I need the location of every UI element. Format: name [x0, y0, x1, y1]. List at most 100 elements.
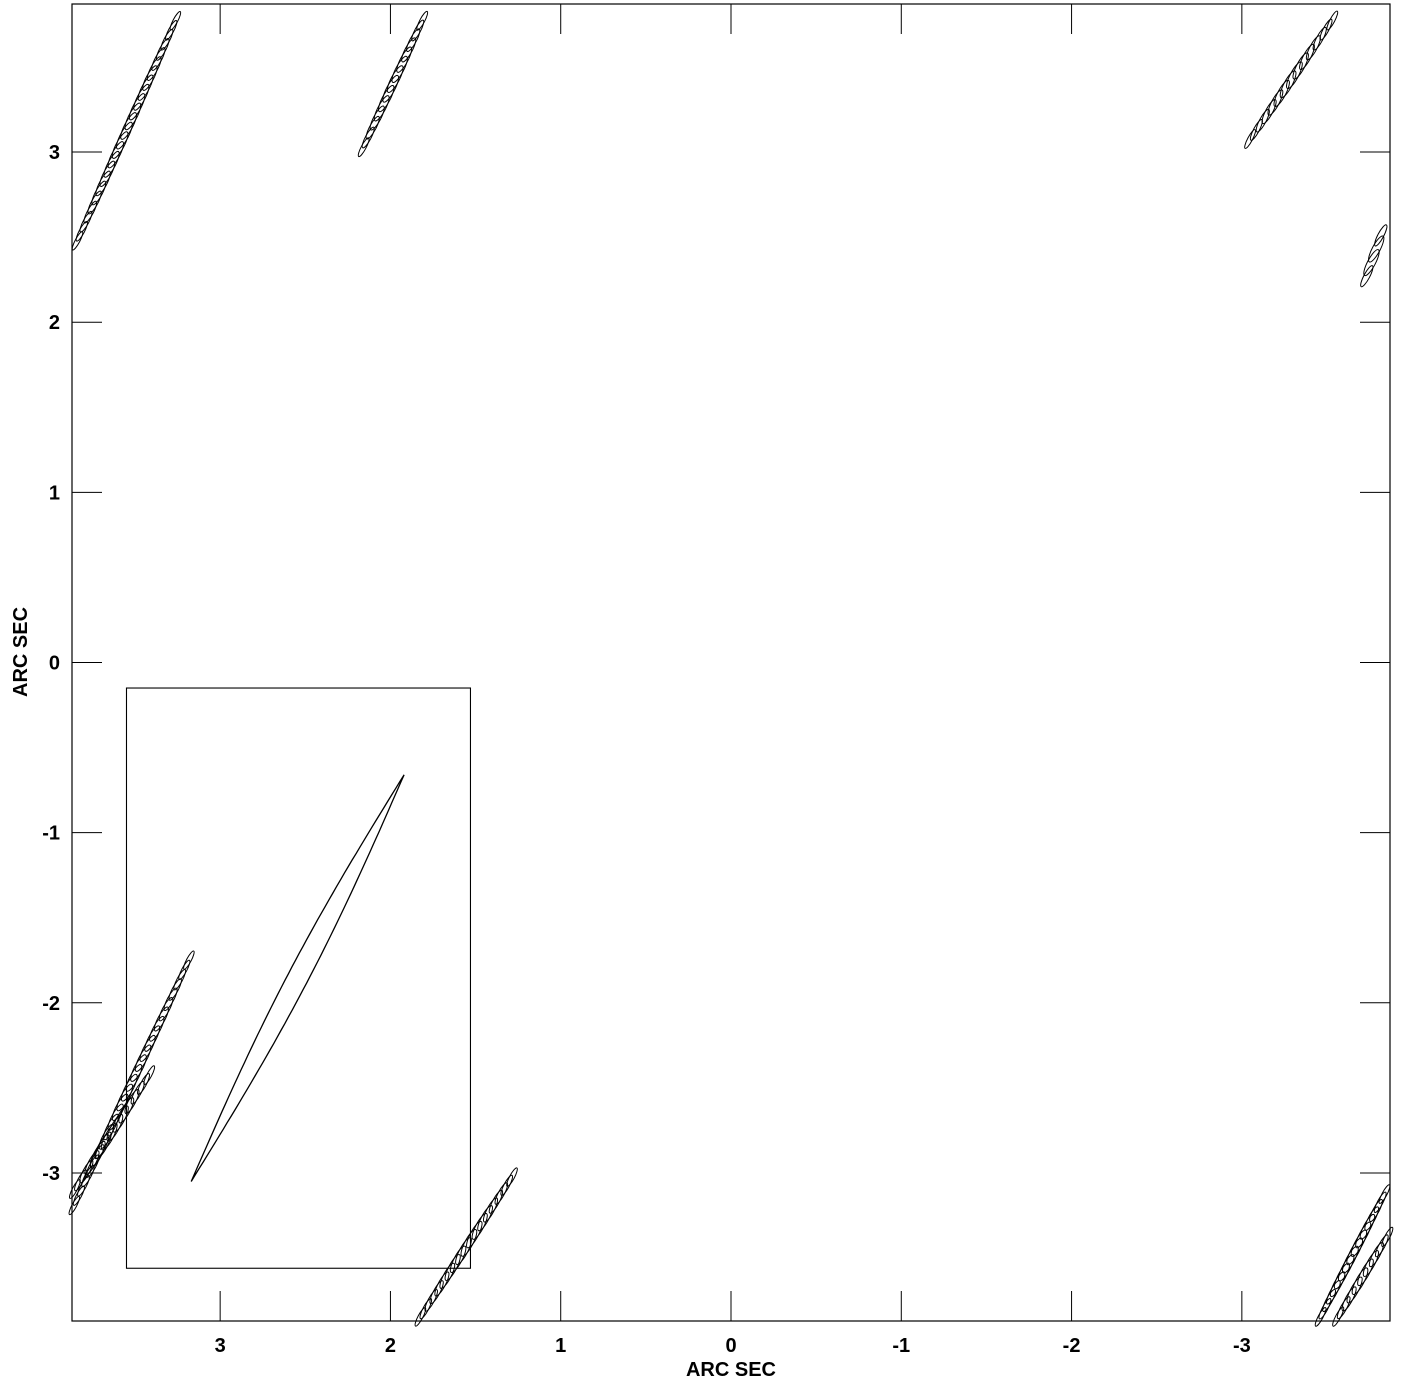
sidelobe-contour — [1355, 1221, 1372, 1249]
sidelobe-contour — [165, 20, 178, 41]
x-tick-label: 3 — [215, 1335, 226, 1357]
sidelobe-contour — [1273, 79, 1290, 108]
sidelobe-contour — [1357, 1258, 1374, 1287]
sidelobe-contour — [386, 65, 404, 93]
sidelobe-contour — [183, 950, 195, 970]
sidelobe-contour — [1279, 70, 1297, 99]
sidelobe-contour — [163, 987, 178, 1012]
sidelobe-contour — [169, 11, 182, 31]
y-tick-label: 3 — [49, 142, 60, 164]
sidelobe-contour — [112, 1105, 129, 1133]
sidelobe-contour — [1351, 1267, 1369, 1295]
sidelobe-contour — [1267, 89, 1284, 116]
sidelobe-contour — [1368, 1242, 1384, 1268]
sidelobe-contour — [401, 37, 417, 63]
sidelobe-contour — [118, 1097, 135, 1124]
sidelobe-contour — [416, 10, 429, 31]
sidelobe-contour — [1381, 1226, 1394, 1248]
sidelobe-contour — [1374, 1234, 1389, 1258]
sidelobe-contour — [144, 1025, 161, 1052]
sidelobe-contour — [1322, 1288, 1336, 1313]
x-tick-label: -2 — [1063, 1335, 1081, 1357]
sidelobe-contour — [1342, 1245, 1359, 1274]
sidelobe-band — [1332, 1226, 1394, 1327]
sidelobe-contour — [1341, 1286, 1357, 1312]
sidelobe-contour — [1326, 1280, 1341, 1305]
x-tick-label: -1 — [892, 1335, 910, 1357]
sidelobe-contour — [1374, 224, 1388, 247]
sidelobe-contour — [1318, 1297, 1332, 1320]
sidelobe-contour — [1373, 1191, 1387, 1214]
sidelobe-band — [1360, 224, 1388, 288]
sidelobe-band — [1244, 10, 1339, 149]
plot-frame — [71, 3, 1391, 1322]
sidelobe-band — [357, 10, 429, 158]
y-tick-label: 0 — [49, 653, 60, 675]
sidelobe-contour — [500, 1174, 514, 1196]
sidelobe-contour — [130, 1054, 147, 1082]
axis-tick-labels: 3 2 1 0 -1 -2 -3 3 2 1 0 -1 -2 -3 — [42, 142, 1251, 1357]
y-tick-label: -2 — [42, 993, 60, 1015]
contour-lines — [68, 10, 1394, 1327]
sidelobe-contour — [396, 46, 413, 73]
sidelobe-band — [71, 11, 182, 251]
y-tick-label: 2 — [49, 312, 60, 334]
sidelobe-contour — [1359, 1213, 1376, 1240]
sidelobe-contour — [482, 1197, 499, 1223]
sidelobe-contour — [136, 1073, 151, 1095]
sidelobe-contour — [1369, 1198, 1383, 1223]
sidelobe-contour — [158, 997, 174, 1022]
sidelobe-contour — [460, 1229, 478, 1257]
sidelobe-contour — [1364, 1206, 1380, 1231]
sidelobe-contour — [439, 1262, 456, 1289]
sidelobe-contour — [411, 19, 425, 42]
sidelobe-contour — [116, 1083, 134, 1112]
y-tick-label: -3 — [42, 1163, 60, 1185]
sidelobe-contour — [488, 1189, 504, 1214]
sidelobe-contour — [1332, 1306, 1345, 1327]
sidelobe-contour — [1346, 1276, 1363, 1304]
axis-ticks — [72, 4, 1390, 1321]
sidelobe-contour — [1292, 52, 1309, 80]
sidelobe-contour — [143, 1065, 156, 1086]
x-axis-label: ARC SEC — [686, 1359, 776, 1381]
sidelobe-contour — [1299, 43, 1315, 71]
y-axis-label: ARC SEC — [10, 607, 32, 697]
sidelobe-contour — [471, 1212, 488, 1240]
beam-ellipse — [190, 774, 405, 1182]
sidelobe-contour — [1333, 1262, 1350, 1290]
sidelobe-contour — [1368, 235, 1385, 263]
sidelobe-band — [1314, 1184, 1391, 1327]
sidelobe-contour — [120, 1073, 138, 1102]
sidelobe-contour — [466, 1220, 483, 1249]
sidelobe-contour — [382, 74, 400, 103]
sidelobe-contour — [128, 93, 146, 121]
sidelobe-contour — [391, 55, 408, 84]
sidelobe-contour — [1329, 1271, 1346, 1298]
sidelobe-contour — [1378, 1184, 1391, 1204]
sidelobe-contour — [1312, 26, 1327, 51]
sidelobe-contour — [449, 1245, 467, 1273]
sidelobe-contour — [1350, 1229, 1368, 1257]
sidelobe-contour — [142, 65, 158, 91]
sidelobe-contour — [1346, 1237, 1364, 1266]
sidelobe-contour — [149, 1015, 165, 1042]
x-tick-label: -3 — [1233, 1335, 1251, 1357]
sidelobe-band — [68, 1065, 156, 1199]
sidelobe-contour — [178, 959, 191, 981]
sidelobe-contour — [477, 1205, 493, 1232]
sidelobe-band — [414, 1167, 518, 1327]
sidelobe-contour — [103, 1113, 119, 1141]
sidelobe-contour — [1362, 1250, 1379, 1277]
beam-box — [125, 687, 472, 1269]
sidelobe-contour — [1314, 1307, 1327, 1327]
sidelobe-band — [68, 950, 195, 1216]
sidelobe-contour — [139, 1034, 156, 1062]
x-tick-label: 1 — [555, 1335, 566, 1357]
x-tick-label: 0 — [725, 1335, 736, 1357]
sidelobe-contour — [1326, 10, 1339, 31]
x-tick-label: 2 — [385, 1335, 396, 1357]
sidelobe-contour — [1286, 61, 1303, 90]
sidelobe-contour — [444, 1254, 461, 1281]
